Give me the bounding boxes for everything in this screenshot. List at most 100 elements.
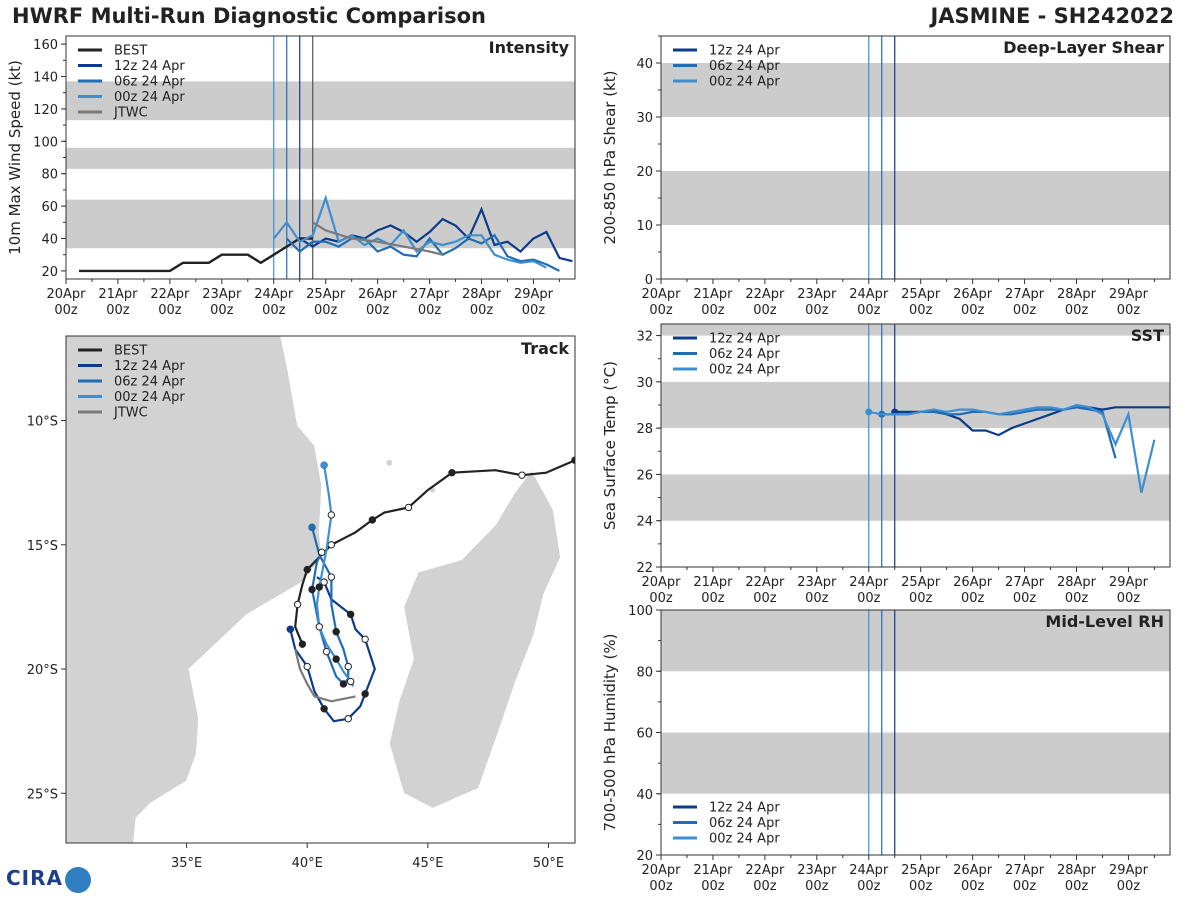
sst-ytick-label: 24 xyxy=(636,515,653,530)
shear-xtick-label: 00z xyxy=(1013,303,1037,318)
sst-xtick-label: 00z xyxy=(1117,591,1141,606)
legend-label-06z-24-apr: 06z 24 Apr xyxy=(709,347,780,362)
intensity-ytick-label: 60 xyxy=(41,200,58,215)
sst-xtick-label: 26Apr xyxy=(953,575,993,590)
shear-xtick-label: 26Apr xyxy=(953,287,993,302)
track-point-best xyxy=(368,516,377,524)
track-xtick-label: 50°E xyxy=(533,856,564,871)
intensity-xtick-label: 28Apr xyxy=(462,287,502,302)
storm-title: JASMINE - SH242022 xyxy=(930,4,1174,28)
globe-icon xyxy=(65,866,91,893)
track-point-00z-24-apr xyxy=(346,677,355,686)
intensity-xtick-label: 21Apr xyxy=(98,287,138,302)
sst-ytick-label: 22 xyxy=(636,561,653,576)
track-point-06z-24-apr xyxy=(344,662,352,671)
rh-xtick-label: 00z xyxy=(857,879,881,894)
legend-label-jtwc: JTWC xyxy=(113,406,148,421)
rh-xtick-label: 20Apr xyxy=(641,863,681,878)
legend-label-00z-24-apr: 00z 24 Apr xyxy=(114,390,185,405)
sst-start-point-00z-24-apr xyxy=(865,408,873,416)
track-title: Track xyxy=(521,339,569,358)
track-start-06z-24-apr xyxy=(308,523,316,531)
intensity-xtick-label: 23Apr xyxy=(202,287,242,302)
legend-label-06z-24-apr: 06z 24 Apr xyxy=(114,75,185,90)
sst-xtick-label: 24Apr xyxy=(849,575,889,590)
shear-xtick-label: 00z xyxy=(1117,303,1141,318)
track-point-00z-24-apr xyxy=(327,511,336,519)
shear-xtick-label: 24Apr xyxy=(849,287,889,302)
intensity-xtick-label: 24Apr xyxy=(254,287,294,302)
rh-xtick-label: 22Apr xyxy=(745,863,785,878)
track-point-12z-24-apr xyxy=(346,610,355,619)
track-ytick-label: 25°S xyxy=(27,787,58,802)
intensity-band-1 xyxy=(66,147,575,169)
track-series-jtwc xyxy=(294,648,356,703)
cira-logo: CIRA xyxy=(6,866,91,893)
sst-band-1 xyxy=(661,381,1170,429)
legend-label-00z-24-apr: 00z 24 Apr xyxy=(114,90,185,105)
legend-label-12z-24-apr: 12z 24 Apr xyxy=(114,59,185,74)
track-point-06z-24-apr xyxy=(327,573,336,581)
track-point-best xyxy=(448,468,456,477)
sst-frame xyxy=(660,323,1171,568)
intensity-xtick-label: 00z xyxy=(210,303,234,318)
intensity-ytick-label: 100 xyxy=(33,135,58,150)
intensity-band-0 xyxy=(66,199,575,249)
track-point-00z-24-apr xyxy=(315,583,323,591)
page-title: HWRF Multi-Run Diagnostic Comparison xyxy=(12,4,487,28)
shear-title: Deep-Layer Shear xyxy=(1003,38,1164,57)
track-panel: 35°E 40°E 45°E 50°E 10°S 15°S 20°S 25°S Track BES… xyxy=(27,335,576,871)
track-point-06z-24-apr xyxy=(308,585,316,594)
intensity-xtick-label: 00z xyxy=(54,303,78,318)
rh-ytick-label: 20 xyxy=(636,849,653,864)
rh-ytick-label: 60 xyxy=(636,727,653,742)
shear-ytick-label: 20 xyxy=(636,165,653,180)
track-point-best xyxy=(293,600,302,609)
track-point-12z-24-apr xyxy=(303,662,311,671)
shear-xtick-label: 00z xyxy=(857,303,881,318)
rh-xtick-label: 26Apr xyxy=(953,863,993,878)
track-point-12z-24-apr xyxy=(344,715,352,723)
intensity-ytick-label: 20 xyxy=(41,265,58,280)
legend-label-06z-24-apr: 06z 24 Apr xyxy=(709,59,780,74)
legend-label-06z-24-apr: 06z 24 Apr xyxy=(709,816,780,831)
track-series-12z-24-apr xyxy=(289,576,376,723)
intensity-xtick-label: 00z xyxy=(522,303,546,318)
track-point-12z-24-apr xyxy=(361,635,369,643)
shear-panel: 01020304020Apr00z21Apr00z22Apr00z23Apr00… xyxy=(601,35,1171,318)
track-point-12z-24-apr xyxy=(320,578,328,586)
intensity-band-2 xyxy=(66,81,575,121)
rh-xtick-label: 27Apr xyxy=(1005,863,1045,878)
sst-xtick-label: 00z xyxy=(961,591,985,606)
track-point-06z-24-apr xyxy=(322,647,331,656)
track-xtick-label: 45°E xyxy=(412,856,443,871)
rh-band-0 xyxy=(661,732,1170,794)
track-ytick-label: 20°S xyxy=(27,663,58,678)
intensity-xtick-label: 00z xyxy=(262,303,286,318)
track-point-best xyxy=(404,503,413,512)
track-point-12z-24-apr xyxy=(361,690,369,698)
rh-title: Mid-Level RH xyxy=(1045,612,1164,631)
land-africa xyxy=(66,336,323,843)
legend-label-12z-24-apr: 12z 24 Apr xyxy=(114,359,185,374)
rh-ytick-label: 40 xyxy=(636,788,653,803)
sst-band-0 xyxy=(661,474,1170,521)
track-xtick-label: 40°E xyxy=(292,856,323,871)
rh-xtick-label: 00z xyxy=(1065,879,1089,894)
rh-xtick-label: 00z xyxy=(1013,879,1037,894)
shear-band-0 xyxy=(661,171,1170,225)
intensity-series-best xyxy=(79,237,313,273)
rh-xtick-label: 00z xyxy=(961,879,985,894)
land-comoros xyxy=(386,459,393,466)
rh-ytick-label: 80 xyxy=(636,665,653,680)
sst-ytick-label: 30 xyxy=(636,376,653,391)
sst-ytick-label: 28 xyxy=(636,422,653,437)
shear-xtick-label: 00z xyxy=(805,303,829,318)
track-point-best xyxy=(327,541,336,549)
legend-label-12z-24-apr: 12z 24 Apr xyxy=(709,44,780,59)
sst-ytick-label: 32 xyxy=(636,330,653,345)
sst-xtick-label: 23Apr xyxy=(797,575,837,590)
sst-band-2 xyxy=(661,324,1170,336)
intensity-xtick-label: 25Apr xyxy=(306,287,346,302)
intensity-ytick-label: 140 xyxy=(33,71,58,86)
